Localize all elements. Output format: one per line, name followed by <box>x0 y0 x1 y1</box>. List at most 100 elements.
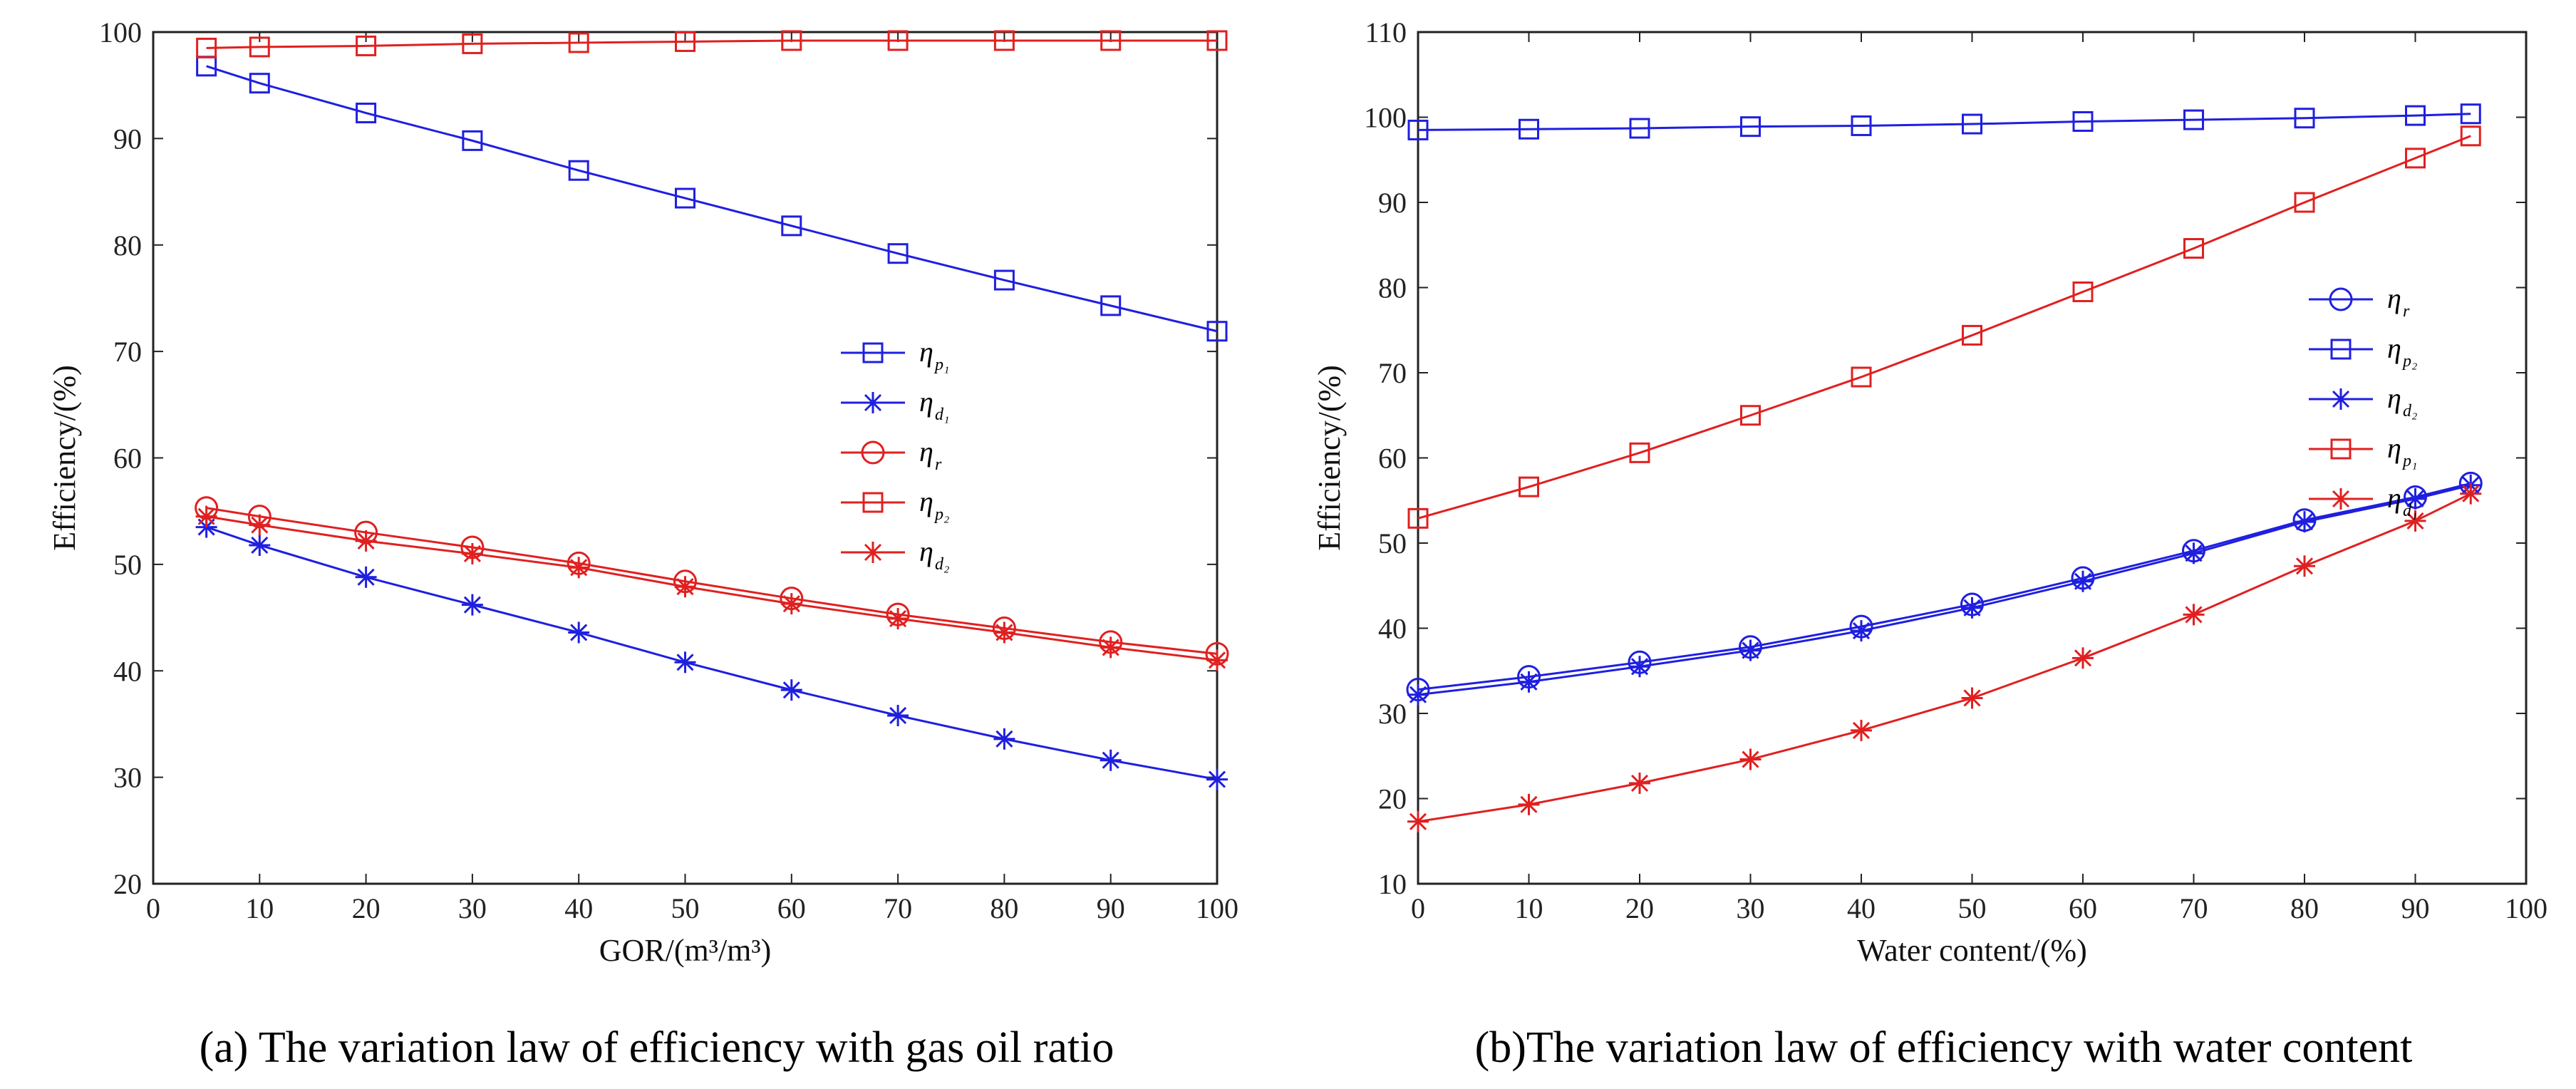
data-point <box>2460 125 2481 147</box>
data-point <box>1518 671 1540 693</box>
legend-label: η <box>919 336 933 368</box>
data-point <box>887 608 909 630</box>
data-point <box>887 243 909 264</box>
data-point <box>1629 772 1650 794</box>
data-point <box>461 542 483 564</box>
data-point <box>2072 281 2094 302</box>
data-point <box>249 36 270 58</box>
series-d-2 <box>1407 474 2482 706</box>
y-tick-label: 60 <box>1378 443 1407 475</box>
legend-marker <box>862 542 884 563</box>
data-point <box>1629 442 1650 463</box>
x-tick-label: 70 <box>2180 892 2208 924</box>
data-point <box>1518 793 1540 815</box>
data-point <box>1407 119 1429 140</box>
data-point <box>1740 116 1761 138</box>
x-axis-label: GOR/(m³/m³) <box>599 933 771 968</box>
chart-caption: (a) The variation law of efficiency with… <box>200 1023 1114 1072</box>
data-point <box>993 621 1015 644</box>
chart-caption: (b)The variation law of efficiency with … <box>1475 1023 2413 1072</box>
legend-marker <box>861 440 885 465</box>
series-line <box>206 39 1217 49</box>
data-point <box>1851 115 1872 136</box>
y-tick-label: 50 <box>1378 527 1407 559</box>
x-tick-label: 40 <box>564 892 593 924</box>
data-point <box>1629 656 1650 678</box>
data-point <box>196 37 217 58</box>
data-point <box>675 187 695 209</box>
data-point <box>1851 366 1872 388</box>
data-point <box>780 679 802 701</box>
y-tick-label: 100 <box>1364 102 1407 134</box>
data-point <box>1407 683 1429 706</box>
y-axis-label: Efficiency/(%) <box>1312 365 1347 551</box>
data-point <box>461 594 483 616</box>
legend-marker <box>862 492 884 513</box>
data-point <box>462 130 483 151</box>
legend-label-subscript: p₂ <box>2401 352 2417 371</box>
data-point <box>2460 482 2482 505</box>
legend-marker <box>2330 339 2352 360</box>
data-point <box>887 704 909 726</box>
data-point <box>993 269 1015 291</box>
y-tick-label: 50 <box>113 549 142 581</box>
legend-marker <box>2330 438 2352 460</box>
y-tick-label: 80 <box>1378 272 1407 304</box>
y-tick-label: 40 <box>113 655 142 687</box>
x-tick-label: 50 <box>671 892 700 924</box>
legend-label-subscript: d₂ <box>2403 402 2417 420</box>
data-point <box>2294 108 2315 129</box>
legend-label-subscript: d₁ <box>935 406 949 424</box>
legend-label: η <box>919 435 933 468</box>
legend: η p₁η d₁η rη p₂η d₂ <box>841 336 949 574</box>
x-tick-label: 80 <box>990 892 1018 924</box>
y-tick-label: 30 <box>113 762 142 794</box>
series-line <box>1417 135 2471 520</box>
data-point <box>2183 238 2204 259</box>
data-point <box>887 30 909 51</box>
x-tick-label: 20 <box>1625 892 1654 924</box>
legend-marker <box>2330 488 2352 510</box>
data-point <box>1962 113 1982 135</box>
legend-label: η <box>2387 382 2401 414</box>
x-tick-label: 20 <box>352 892 381 924</box>
data-point <box>1407 810 1429 832</box>
data-point <box>2072 647 2094 669</box>
series-d-4 <box>195 505 1228 671</box>
legend-label: η <box>2387 432 2401 464</box>
y-axis-label: Efficiency/(%) <box>47 365 82 551</box>
data-point <box>355 530 377 552</box>
data-point <box>1100 295 1122 316</box>
data-point <box>780 593 802 615</box>
series-d-4 <box>1407 482 2482 832</box>
legend-marker <box>2329 287 2353 311</box>
data-point <box>2294 555 2315 577</box>
legend-marker <box>862 342 884 363</box>
x-tick-label: 10 <box>245 892 274 924</box>
data-point <box>195 505 217 527</box>
x-tick-label: 70 <box>884 892 912 924</box>
data-point <box>1206 649 1228 671</box>
data-point <box>2183 542 2205 564</box>
x-tick-label: 30 <box>458 892 487 924</box>
legend: η rη p₂η d₂η p₁η d₁ <box>2309 282 2417 520</box>
data-point <box>568 160 589 181</box>
y-tick-label: 10 <box>1378 868 1407 900</box>
data-point <box>2404 487 2426 510</box>
data-point <box>462 33 483 54</box>
legend-marker <box>862 392 884 413</box>
data-point <box>1100 30 1122 51</box>
legend-label-subscript: p₁ <box>933 356 949 374</box>
data-point <box>249 73 270 94</box>
series-p-3 <box>1407 125 2481 529</box>
y-tick-label: 70 <box>113 336 142 368</box>
x-axis-label: Water content/(%) <box>1857 933 2087 968</box>
y-tick-label: 40 <box>1378 613 1407 645</box>
legend-label: η <box>2387 282 2401 314</box>
chart-water-content: 0 10 20 30 40 50 60 70 80 90 100102030405060708090… <box>1312 16 2547 1072</box>
data-point <box>356 103 377 124</box>
legend-label-subscript: r <box>2403 302 2410 321</box>
series-line <box>1417 113 2471 131</box>
x-tick-label: 50 <box>1958 892 1987 924</box>
